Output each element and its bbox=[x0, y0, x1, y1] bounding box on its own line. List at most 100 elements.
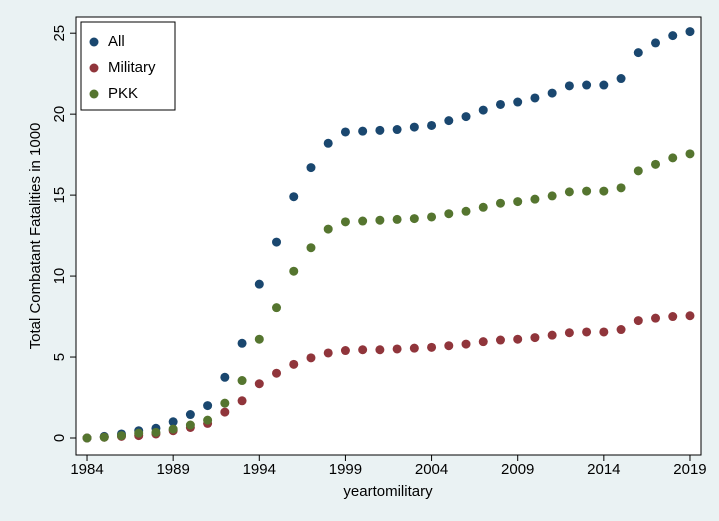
y-tick-label: 0 bbox=[51, 434, 68, 442]
data-point bbox=[220, 398, 230, 408]
data-point bbox=[375, 345, 385, 355]
data-point bbox=[478, 202, 488, 212]
data-point bbox=[392, 214, 402, 224]
data-point bbox=[323, 348, 333, 358]
data-point bbox=[495, 99, 505, 109]
data-point bbox=[272, 237, 282, 247]
data-point bbox=[599, 186, 609, 196]
data-point bbox=[340, 127, 350, 137]
y-tick-label: 5 bbox=[51, 353, 68, 361]
data-point bbox=[289, 192, 299, 202]
data-point bbox=[530, 333, 540, 343]
x-tick-label: 1984 bbox=[70, 461, 103, 478]
x-tick-label: 2004 bbox=[415, 461, 448, 478]
data-point bbox=[513, 197, 523, 207]
y-tick-label: 25 bbox=[51, 25, 68, 42]
data-point bbox=[582, 186, 592, 196]
data-point bbox=[375, 215, 385, 225]
data-point bbox=[254, 279, 264, 289]
data-point bbox=[530, 194, 540, 204]
data-point bbox=[220, 372, 230, 382]
x-tick-label: 1994 bbox=[243, 461, 276, 478]
data-point bbox=[392, 344, 402, 354]
data-point bbox=[306, 163, 316, 173]
data-point bbox=[289, 266, 299, 276]
data-point bbox=[685, 27, 695, 37]
x-tick-label: 2019 bbox=[673, 461, 706, 478]
x-tick-label: 2009 bbox=[501, 461, 534, 478]
data-point bbox=[237, 338, 247, 348]
data-point bbox=[513, 334, 523, 344]
data-point bbox=[685, 149, 695, 159]
data-point bbox=[254, 334, 264, 344]
data-point bbox=[358, 126, 368, 136]
data-point bbox=[685, 311, 695, 321]
y-axis-label: Total Combatant Fatalities in 1000 bbox=[27, 123, 44, 350]
data-point bbox=[340, 346, 350, 356]
x-tick-label: 1999 bbox=[329, 461, 362, 478]
data-point bbox=[306, 243, 316, 253]
data-point bbox=[582, 327, 592, 337]
data-point bbox=[375, 125, 385, 135]
data-point bbox=[564, 81, 574, 91]
data-point bbox=[358, 345, 368, 355]
data-point bbox=[116, 431, 126, 441]
data-point bbox=[392, 125, 402, 135]
data-point bbox=[668, 312, 678, 322]
data-point bbox=[461, 206, 471, 216]
data-point bbox=[651, 313, 661, 323]
data-point bbox=[616, 183, 626, 193]
data-point bbox=[668, 153, 678, 163]
data-point bbox=[616, 74, 626, 84]
data-point bbox=[651, 38, 661, 48]
data-point bbox=[513, 97, 523, 107]
legend-marker bbox=[89, 37, 99, 47]
data-point bbox=[203, 415, 213, 425]
y-tick-label: 20 bbox=[51, 106, 68, 123]
data-point bbox=[444, 341, 454, 351]
x-axis-label: yeartomilitary bbox=[343, 483, 433, 500]
data-point bbox=[151, 427, 161, 437]
legend-marker bbox=[89, 89, 99, 99]
data-point bbox=[461, 339, 471, 349]
data-point bbox=[254, 379, 264, 389]
data-point bbox=[564, 328, 574, 338]
data-point bbox=[358, 216, 368, 226]
legend-marker bbox=[89, 63, 99, 73]
data-point bbox=[633, 166, 643, 176]
data-point bbox=[203, 401, 213, 411]
data-point bbox=[599, 80, 609, 90]
data-point bbox=[134, 428, 144, 438]
data-point bbox=[409, 343, 419, 353]
data-point bbox=[547, 330, 557, 340]
data-point bbox=[409, 214, 419, 224]
data-point bbox=[185, 410, 195, 420]
data-point bbox=[530, 93, 540, 103]
data-point bbox=[616, 325, 626, 335]
data-point bbox=[444, 116, 454, 126]
x-tick-label: 2014 bbox=[587, 461, 620, 478]
data-point bbox=[547, 191, 557, 201]
data-point bbox=[306, 353, 316, 363]
data-point bbox=[668, 31, 678, 41]
data-point bbox=[427, 120, 437, 130]
data-point bbox=[461, 112, 471, 122]
data-point bbox=[564, 187, 574, 197]
data-point bbox=[547, 88, 557, 98]
y-tick-label: 15 bbox=[51, 187, 68, 204]
data-point bbox=[633, 48, 643, 58]
data-point bbox=[237, 376, 247, 386]
data-point bbox=[272, 303, 282, 313]
x-tick-label: 1989 bbox=[156, 461, 189, 478]
data-point bbox=[237, 396, 247, 406]
data-point bbox=[495, 335, 505, 345]
legend-label: PKK bbox=[108, 85, 138, 102]
data-point bbox=[185, 420, 195, 430]
data-point bbox=[99, 432, 109, 442]
data-point bbox=[427, 212, 437, 222]
data-point bbox=[168, 417, 178, 427]
data-point bbox=[582, 80, 592, 90]
data-point bbox=[272, 368, 282, 378]
